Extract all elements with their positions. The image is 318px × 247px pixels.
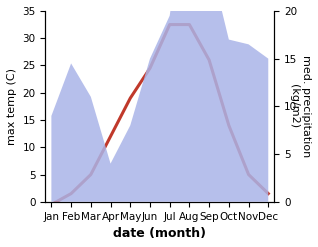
X-axis label: date (month): date (month)	[113, 227, 206, 240]
Y-axis label: med. precipitation
(kg/m2): med. precipitation (kg/m2)	[289, 55, 311, 158]
Y-axis label: max temp (C): max temp (C)	[7, 68, 17, 145]
